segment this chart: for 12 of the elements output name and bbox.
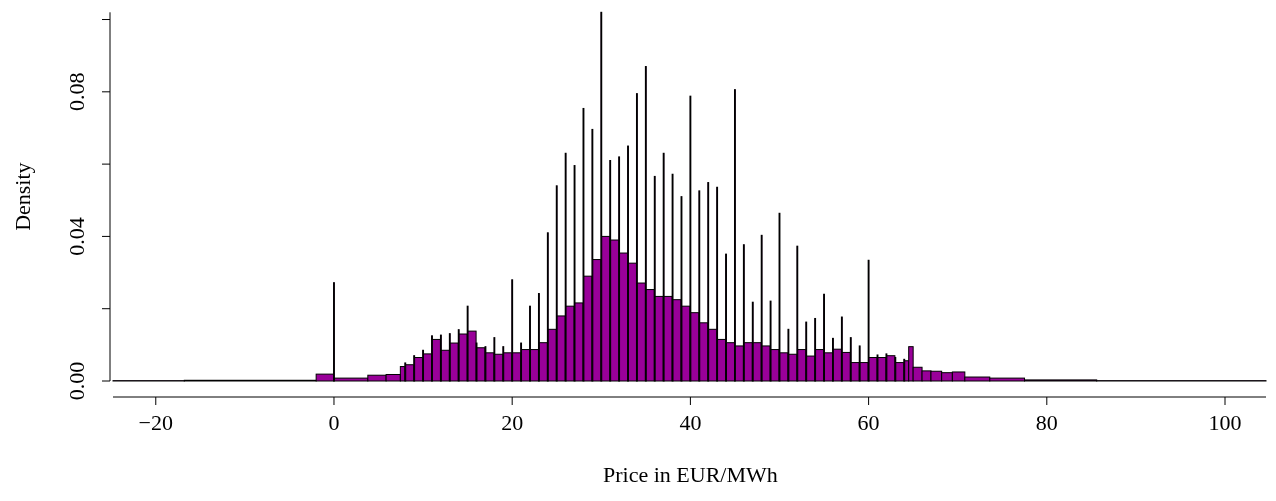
x-tick-label: 0 [328, 410, 340, 435]
x-tick-label: 60 [857, 410, 880, 435]
y-tick-label: 0.04 [64, 217, 89, 256]
y-tick-label: 0.00 [64, 361, 89, 401]
x-axis-title: Price in EUR/MWh [603, 462, 778, 487]
x-tick-label: 80 [1035, 410, 1058, 435]
x-tick-label: 100 [1208, 410, 1242, 435]
y-tick-label: 0.08 [64, 72, 89, 112]
x-tick-label: 20 [501, 410, 524, 435]
x-tick-label: −20 [138, 410, 173, 435]
x-tick-label: 40 [679, 410, 702, 435]
y-axis-title: Density [10, 162, 35, 231]
